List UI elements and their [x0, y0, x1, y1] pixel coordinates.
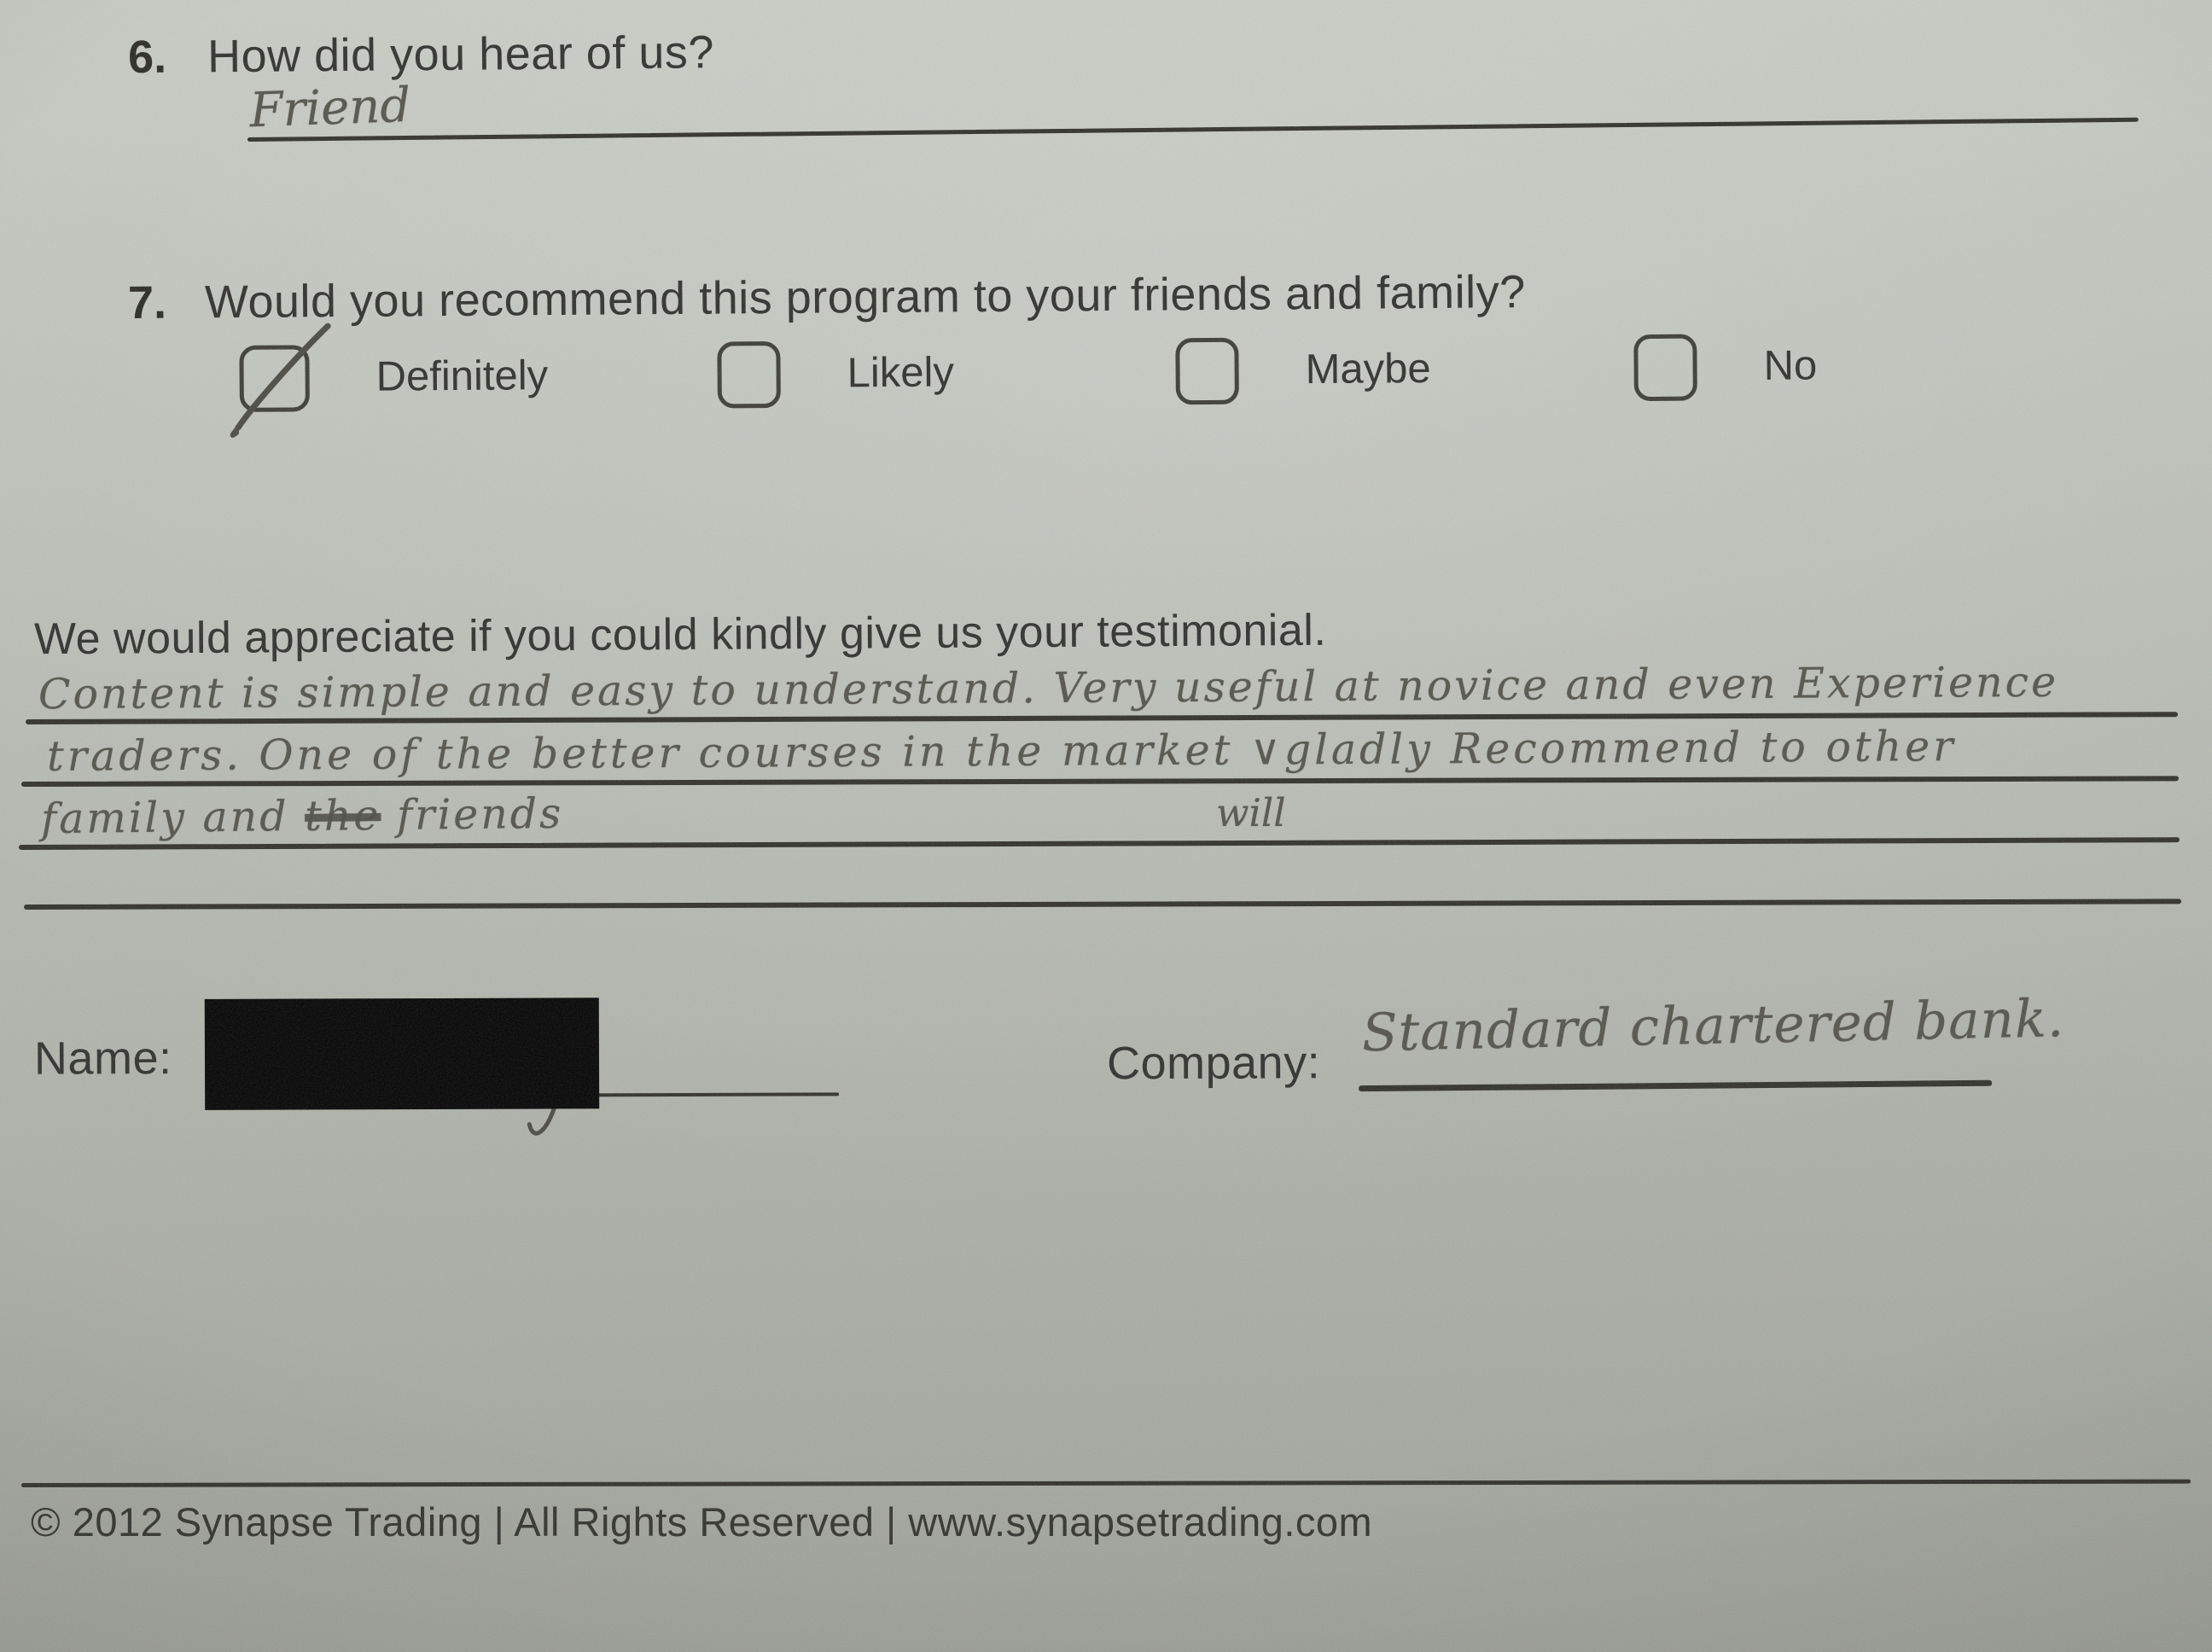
company-line [1359, 1079, 1993, 1092]
label-likely: Likely [847, 349, 955, 397]
testimonial-inserted-word: will [1216, 790, 1286, 835]
label-definitely: Definitely [375, 352, 549, 400]
line-3-text: family and [40, 792, 289, 844]
testimonial-handwriting-line-1: Content is simple and easy to understand… [38, 657, 2059, 719]
question-6-answer-handwriting: Friend [248, 77, 412, 139]
line-3-text-end: friends [396, 788, 564, 840]
question-6: 6. How did you hear of us? Friend [0, 0, 2211, 142]
name-label: Name: [33, 1032, 172, 1085]
footer-divider [20, 1479, 2192, 1487]
checkbox-no[interactable] [1633, 334, 1697, 402]
question-7: 7. Would you recommend this program to y… [0, 0, 2209, 438]
company-value-handwriting: Standard chartered bank. [1361, 988, 2065, 1064]
question-6-answer-line [247, 117, 2139, 142]
question-6-number: 6. [127, 31, 167, 84]
line-3-scribbled-word: the [304, 791, 381, 841]
question-7-label: Would you recommend this program to your… [204, 266, 1526, 329]
company-label: Company: [1106, 1037, 1321, 1090]
footer-copyright: © 2012 Synapse Trading | All Rights Rese… [31, 1499, 1373, 1544]
label-maybe: Maybe [1305, 345, 1431, 393]
label-no: No [1763, 342, 1818, 389]
name-redaction-box [204, 998, 600, 1110]
question-7-number: 7. [127, 276, 167, 329]
checkbox-likely[interactable] [717, 340, 781, 409]
testimonial-handwriting-line-2: traders. One of the better courses in th… [46, 722, 1957, 781]
testimonial-handwriting-line-3: family and the friends [41, 789, 564, 843]
checkbox-definitely[interactable] [239, 345, 310, 412]
question-6-label: How did you hear of us? [207, 26, 715, 83]
testimonial-line-4 [23, 899, 2181, 910]
signature-row: Name: Company: Standard chartered bank. [0, 0, 2209, 1136]
checkbox-maybe[interactable] [1175, 337, 1239, 405]
testimonial-prompt: We would appreciate if you could kindly … [33, 605, 1327, 665]
